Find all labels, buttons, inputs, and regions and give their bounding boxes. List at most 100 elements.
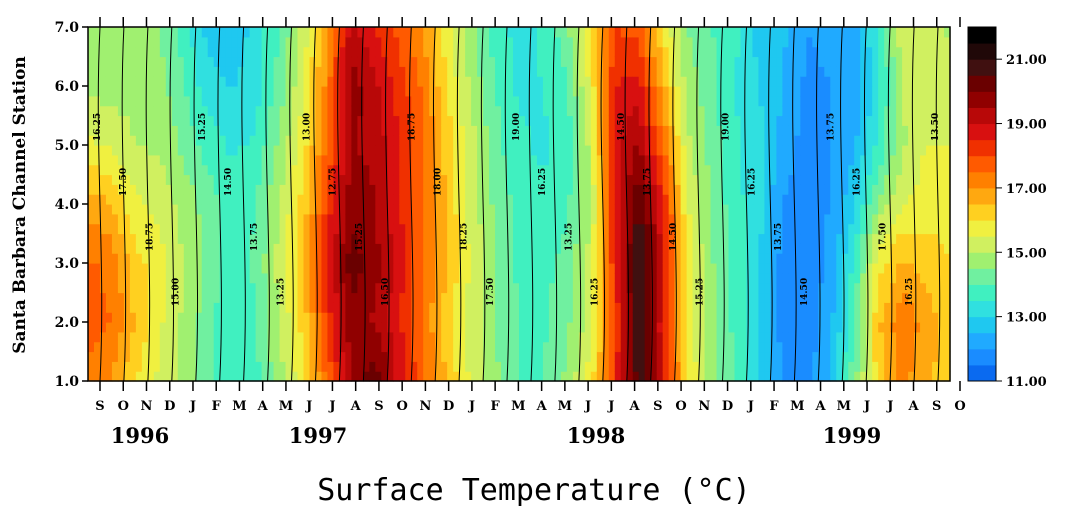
heatmap-cell bbox=[848, 164, 855, 176]
heatmap-cell bbox=[285, 204, 293, 215]
heatmap-cell bbox=[507, 322, 514, 333]
heatmap-cell bbox=[399, 56, 406, 67]
heatmap-cell bbox=[554, 292, 562, 303]
heatmap-cell bbox=[249, 351, 257, 362]
heatmap-cell bbox=[752, 86, 760, 97]
heatmap-cell bbox=[812, 322, 819, 333]
heatmap-cell bbox=[399, 233, 406, 244]
heatmap-cell bbox=[165, 66, 173, 77]
heatmap-cell bbox=[632, 145, 640, 156]
heatmap-cell bbox=[902, 351, 909, 362]
heatmap-cell bbox=[219, 36, 227, 48]
heatmap-cell bbox=[507, 135, 514, 146]
heatmap-cell bbox=[357, 56, 364, 67]
heatmap-cell bbox=[261, 282, 269, 294]
heatmap-cell bbox=[644, 145, 652, 156]
heatmap-cell bbox=[860, 263, 867, 274]
heatmap-cell bbox=[219, 154, 227, 166]
heatmap-cell bbox=[159, 27, 167, 38]
heatmap-cell bbox=[201, 56, 209, 67]
heatmap-cell bbox=[698, 115, 706, 126]
heatmap-cell bbox=[578, 164, 586, 176]
heatmap-cell bbox=[650, 174, 658, 185]
heatmap-cell bbox=[483, 86, 490, 97]
heatmap-cell bbox=[734, 302, 742, 313]
heatmap-cell bbox=[818, 204, 825, 215]
heatmap-cell bbox=[638, 204, 646, 215]
heatmap-cell bbox=[123, 351, 131, 362]
heatmap-cell bbox=[471, 292, 478, 303]
heatmap-cell bbox=[554, 213, 562, 225]
heatmap-cell bbox=[381, 56, 388, 67]
heatmap-cell bbox=[674, 302, 682, 313]
heatmap-cell bbox=[704, 312, 712, 323]
heatmap-cell bbox=[315, 243, 323, 254]
heatmap-cell bbox=[686, 341, 694, 353]
heatmap-cell bbox=[357, 36, 364, 48]
heatmap-cell bbox=[884, 253, 891, 264]
heatmap-cell bbox=[117, 302, 125, 313]
heatmap-cell bbox=[225, 36, 233, 48]
heatmap-cell bbox=[542, 154, 550, 166]
heatmap-cell bbox=[656, 194, 664, 205]
heatmap-cell bbox=[423, 263, 430, 274]
heatmap-cell bbox=[722, 164, 730, 176]
heatmap-cell bbox=[638, 184, 646, 195]
heatmap-cell bbox=[345, 253, 352, 264]
heatmap-cell bbox=[776, 56, 783, 67]
heatmap-cell bbox=[459, 105, 466, 117]
heatmap-cell bbox=[417, 243, 424, 254]
heatmap-cell bbox=[614, 86, 622, 97]
heatmap-cell bbox=[800, 292, 807, 303]
heatmap-cell bbox=[399, 184, 406, 195]
heatmap-cell bbox=[297, 223, 305, 235]
heatmap-cell bbox=[369, 361, 376, 372]
heatmap-cell bbox=[339, 164, 347, 176]
heatmap-cell bbox=[189, 76, 197, 87]
heatmap-cell bbox=[848, 272, 855, 284]
heatmap-cell bbox=[746, 184, 754, 195]
heatmap-cell bbox=[375, 194, 382, 205]
heatmap-cell bbox=[231, 36, 239, 48]
heatmap-cell bbox=[692, 272, 700, 284]
heatmap-cell bbox=[530, 302, 538, 313]
heatmap-cell bbox=[548, 56, 556, 67]
heatmap-cell bbox=[471, 223, 478, 235]
heatmap-cell bbox=[339, 243, 347, 254]
heatmap-cell bbox=[399, 341, 406, 353]
heatmap-cell bbox=[752, 66, 760, 77]
heatmap-cell bbox=[554, 204, 562, 215]
heatmap-cell bbox=[866, 322, 873, 333]
heatmap-cell bbox=[866, 174, 873, 185]
heatmap-cell bbox=[213, 76, 221, 87]
heatmap-cell bbox=[375, 223, 382, 235]
heatmap-cell bbox=[105, 233, 113, 244]
heatmap-cell bbox=[447, 243, 454, 254]
heatmap-cell bbox=[99, 125, 107, 136]
heatmap-cell bbox=[764, 361, 772, 372]
heatmap-cell bbox=[674, 194, 682, 205]
heatmap-cell bbox=[644, 135, 652, 146]
heatmap-cell bbox=[297, 125, 305, 136]
heatmap-cell bbox=[273, 243, 281, 254]
heatmap-cell bbox=[566, 194, 574, 205]
heatmap-cell bbox=[369, 233, 376, 244]
heatmap-cell bbox=[243, 322, 251, 333]
heatmap-cell bbox=[339, 36, 347, 48]
heatmap-cell bbox=[453, 341, 460, 353]
heatmap-cell bbox=[818, 115, 825, 126]
heatmap-cell bbox=[632, 76, 640, 87]
heatmap-cell bbox=[423, 174, 430, 185]
heatmap-cell bbox=[596, 135, 604, 146]
heatmap-cell bbox=[381, 263, 388, 274]
heatmap-cell bbox=[153, 213, 161, 225]
heatmap-cell bbox=[662, 184, 670, 195]
heatmap-cell bbox=[632, 263, 640, 274]
heatmap-cell bbox=[794, 174, 801, 185]
heatmap-cell bbox=[321, 27, 329, 38]
heatmap-cell bbox=[896, 125, 903, 136]
heatmap-cell bbox=[147, 86, 155, 97]
heatmap-cell bbox=[459, 154, 466, 166]
heatmap-cell bbox=[171, 115, 179, 126]
heatmap-cell bbox=[560, 341, 568, 353]
